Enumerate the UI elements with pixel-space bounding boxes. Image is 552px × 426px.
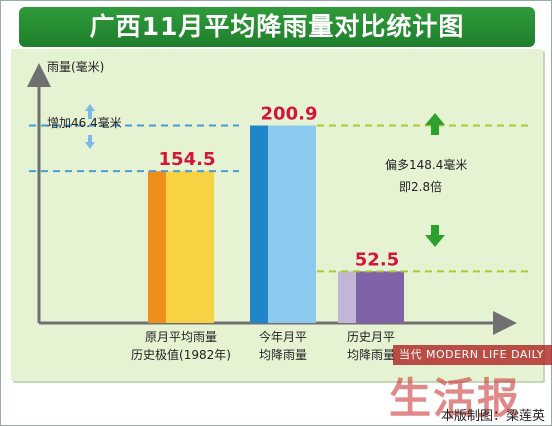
watermark-logo: 生活报 — [389, 374, 522, 423]
category-label-3-line1: 历史月平 — [347, 330, 395, 344]
increase-annotation: 增加46.4毫米 — [47, 115, 122, 130]
category-label-1-line1: 原月平均雨量 — [145, 330, 217, 344]
green-up-arrow-icon — [425, 113, 445, 135]
bars-group: 154.5 200.9 52.5 — [148, 104, 404, 324]
bar-2 — [268, 125, 316, 324]
category-label-1-line2: 历史极值(1982年) — [131, 347, 231, 362]
bar-3 — [356, 271, 404, 323]
increase-down-arrow-icon — [85, 135, 95, 149]
watermark-band: 当代 MODERN LIFE DAILY — [393, 345, 552, 365]
green-down-arrow-icon — [425, 225, 445, 247]
value-label-3: 52.5 — [355, 249, 399, 270]
chart-title: 广西11月平均降雨量对比统计图 — [19, 7, 535, 47]
bar-1 — [166, 171, 214, 323]
more-annotation-line2: 即2.8倍 — [399, 179, 442, 194]
chart-panel: 雨量(毫米) 154.5 200.9 52.5 增加46.4毫米 偏多148.4毫米… — [11, 49, 543, 381]
guides-group — [29, 124, 533, 273]
value-label-1: 154.5 — [159, 149, 216, 170]
increase-up-arrow-icon — [85, 104, 95, 119]
more-annotation-line1: 偏多148.4毫米 — [385, 157, 467, 172]
category-label-3-line2: 均降雨量 — [347, 348, 395, 362]
y-axis-label: 雨量(毫米) — [47, 59, 104, 74]
footer-credit: 本版制图：梁莲英 — [440, 409, 545, 424]
category-label-2-line2: 均降雨量 — [259, 348, 307, 362]
value-label-2: 200.9 — [261, 104, 318, 125]
bar-chart: 雨量(毫米) 154.5 200.9 52.5 增加46.4毫米 偏多148.4毫米… — [27, 59, 533, 362]
category-label-2-line1: 今年月平 — [259, 329, 307, 344]
bar-2-side — [250, 125, 268, 324]
bar-3-side — [338, 271, 356, 323]
bar-1-side — [148, 171, 166, 323]
